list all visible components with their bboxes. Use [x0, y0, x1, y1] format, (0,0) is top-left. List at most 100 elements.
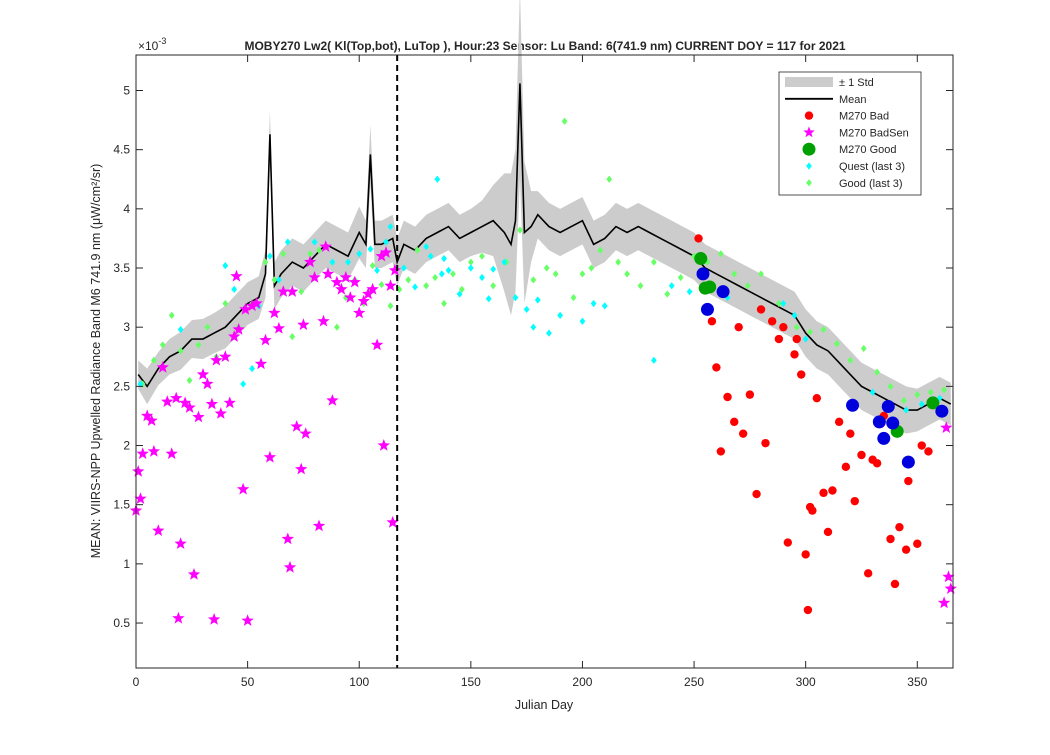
m270-badsen-point — [944, 582, 957, 594]
good-last-3-point — [914, 391, 921, 399]
x-tick-label: 150 — [461, 675, 481, 689]
quest-last-3-point — [284, 238, 291, 246]
svg-text:×10-3: ×10-3 — [138, 36, 166, 53]
good-last-3-point — [342, 293, 349, 302]
quest-last-3-point — [445, 266, 452, 274]
good-last-3-point — [704, 258, 711, 266]
quest-last-3-point — [356, 250, 363, 258]
good-last-3-point — [369, 262, 376, 270]
y-exponent-base: ×10 — [138, 39, 159, 53]
quest-last-3-point — [686, 288, 693, 296]
m270-badsen-point — [386, 515, 399, 528]
m270-bad-point — [761, 438, 770, 448]
m270-badsen-point — [377, 439, 390, 451]
quest-last-3-point — [650, 356, 657, 364]
x-tick-label: 350 — [907, 675, 927, 689]
quest-last-3-point — [137, 380, 144, 388]
m270-bad-point — [924, 447, 933, 456]
m270-bad-point — [723, 392, 732, 402]
good-last-3-point — [637, 282, 644, 290]
m270-badsen-point — [268, 306, 281, 319]
m270-badsen-point — [134, 492, 147, 504]
x-tick-label: 50 — [241, 675, 255, 689]
quest-last-3-point — [367, 245, 374, 253]
m270-bad-point — [823, 527, 833, 537]
m270-badsen-point — [192, 410, 205, 423]
x-axis-ticks: 0 50 100 150 200 250 300 350 — [133, 55, 928, 689]
quest-last-3-point — [423, 243, 430, 251]
m270-bad-point — [863, 569, 873, 578]
good-last-3-point — [262, 258, 269, 266]
m270-good-blue-point — [935, 404, 949, 418]
y-axis-ticks: 0.5 1 1.5 2 2.5 3 3.5 4 4.5 5 — [113, 84, 953, 630]
m270-badsen-point — [228, 330, 241, 342]
good-last-3-point — [307, 250, 313, 258]
m270-bad-point — [790, 350, 799, 359]
m270-bad-point — [819, 488, 828, 498]
m270-badsen-point — [344, 291, 357, 303]
m270-badsen-point — [183, 401, 196, 413]
m270-badsen-point — [196, 368, 210, 380]
quest-last-3-point — [345, 258, 351, 266]
quest-last-3-point — [579, 317, 586, 325]
good-last-3-point — [807, 328, 814, 336]
quest-last-3-point — [490, 265, 497, 273]
quest-last-3-point — [275, 276, 282, 284]
legend-m270-bad-swatch — [804, 111, 814, 120]
m270-badsen-point — [321, 267, 335, 280]
m270-badsen-point — [353, 306, 366, 319]
m270-bad-point — [917, 441, 926, 450]
m270-badsen-point — [136, 447, 149, 460]
good-last-3-point — [664, 290, 671, 298]
m270-bad-point — [797, 370, 806, 379]
m270-bad-point — [734, 322, 743, 332]
m270-badsen-point — [348, 275, 361, 288]
good-last-3-point — [820, 325, 827, 334]
m270-badsen-point — [317, 314, 330, 327]
m270-badsen-point — [165, 447, 178, 460]
m270-badsen-point — [210, 353, 223, 366]
m270-bad-point — [857, 450, 866, 460]
plot-area-frame — [135, 54, 954, 669]
good-last-3-point — [588, 264, 595, 272]
quest-last-3-point — [936, 394, 943, 402]
good-last-3-point — [405, 276, 412, 284]
m270-badsen-point — [132, 465, 145, 477]
m270-bad-point — [803, 605, 813, 615]
quest-last-3-point — [802, 335, 809, 343]
quest-last-3-point — [546, 329, 552, 337]
quest-last-3-point — [329, 258, 336, 266]
good-last-3-point — [490, 282, 497, 290]
good-last-3-point — [186, 376, 193, 385]
x-axis-label: Julian Day — [515, 698, 574, 712]
m270-bad-point — [872, 459, 882, 468]
m270-badsen-point — [172, 611, 185, 624]
good-last-3-point — [298, 288, 305, 296]
m270-badsen-point — [297, 318, 310, 331]
quest-last-3-point — [456, 290, 463, 298]
m270-good-blue-point — [700, 302, 714, 316]
good-last-3-point — [731, 270, 738, 278]
good-last-3-point — [717, 250, 724, 258]
m270-bad-point — [901, 545, 911, 554]
m270-badsen-point — [286, 285, 299, 297]
legend-good-last-3-swatch — [806, 179, 812, 187]
good-last-3-point — [606, 175, 613, 183]
m270-badsen-point — [384, 279, 397, 291]
good-last-3-point — [280, 250, 287, 258]
good-last-3-point — [459, 285, 465, 293]
good-last-3-point — [758, 270, 764, 278]
m270-bad-point — [895, 522, 904, 532]
y-axis-label: MEAN: VIIRS-NPP Upwelled Radiance Band M… — [89, 164, 103, 559]
quest-last-3-point — [534, 296, 541, 304]
good-last-3-point — [744, 282, 751, 290]
good-last-3-point — [860, 344, 867, 353]
m270-badsen-point — [201, 377, 214, 390]
good-last-3-point — [450, 270, 456, 278]
m270-badsen-point — [241, 614, 254, 626]
m270-good-blue-point — [846, 398, 860, 412]
mean-series-line — [137, 83, 952, 411]
m270-badsen-point — [174, 537, 187, 549]
m270-badsen-point — [250, 297, 263, 309]
good-last-3-point — [887, 382, 894, 390]
